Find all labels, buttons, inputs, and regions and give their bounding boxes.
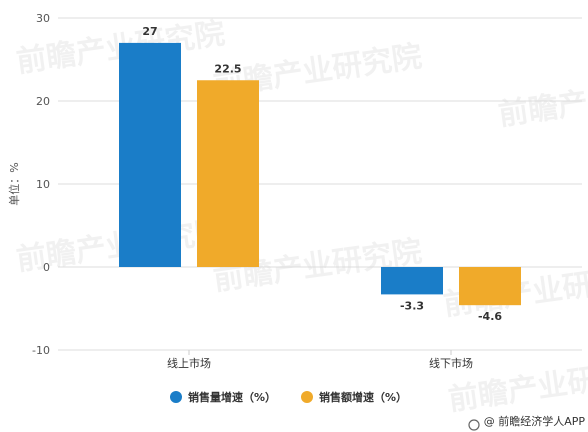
watermark-layer: 前瞻产业研究院前瞻产业研究院前瞻产业研究院前瞻产业研究院前瞻产业研究院前瞻产业研… [14,16,588,418]
category-label: 线下市场 [429,356,473,370]
data-label: 22.5 [214,62,241,75]
data-labels: 27 22.5 -3.3 -4.6 [142,25,502,323]
bars [119,42,521,306]
category-label: 线上市场 [167,356,211,370]
bar-1-0 [381,267,443,295]
legend: 销售量增速（%） 销售额增速（%） [170,390,407,404]
credit: @ 前瞻经济学人APP [468,414,586,431]
credit-logo-icon [468,419,480,431]
credit-text: @ 前瞻经济学人APP [484,414,586,428]
data-label: -3.3 [400,299,424,312]
y-tick-label: 10 [36,178,50,191]
legend-marker-1 [301,391,313,403]
y-tick-label: 30 [36,12,50,25]
y-tick-label: 0 [43,261,50,274]
y-tick-label: 20 [36,95,50,108]
data-label: 27 [142,25,157,38]
bar-0-0 [119,42,181,268]
legend-label-1: 销售额增速（%） [319,390,407,404]
legend-label-0: 销售量增速（%） [188,390,276,404]
y-axis-label: 单位：% [7,162,21,205]
category-labels: 线上市场 线下市场 [167,350,473,370]
bar-1-1 [459,267,521,306]
y-axis-ticks: -10 0 10 20 30 [32,12,50,357]
data-label: -4.6 [478,310,502,323]
bar-0-1 [197,80,259,267]
y-tick-label: -10 [32,344,50,357]
legend-marker-0 [170,391,182,403]
